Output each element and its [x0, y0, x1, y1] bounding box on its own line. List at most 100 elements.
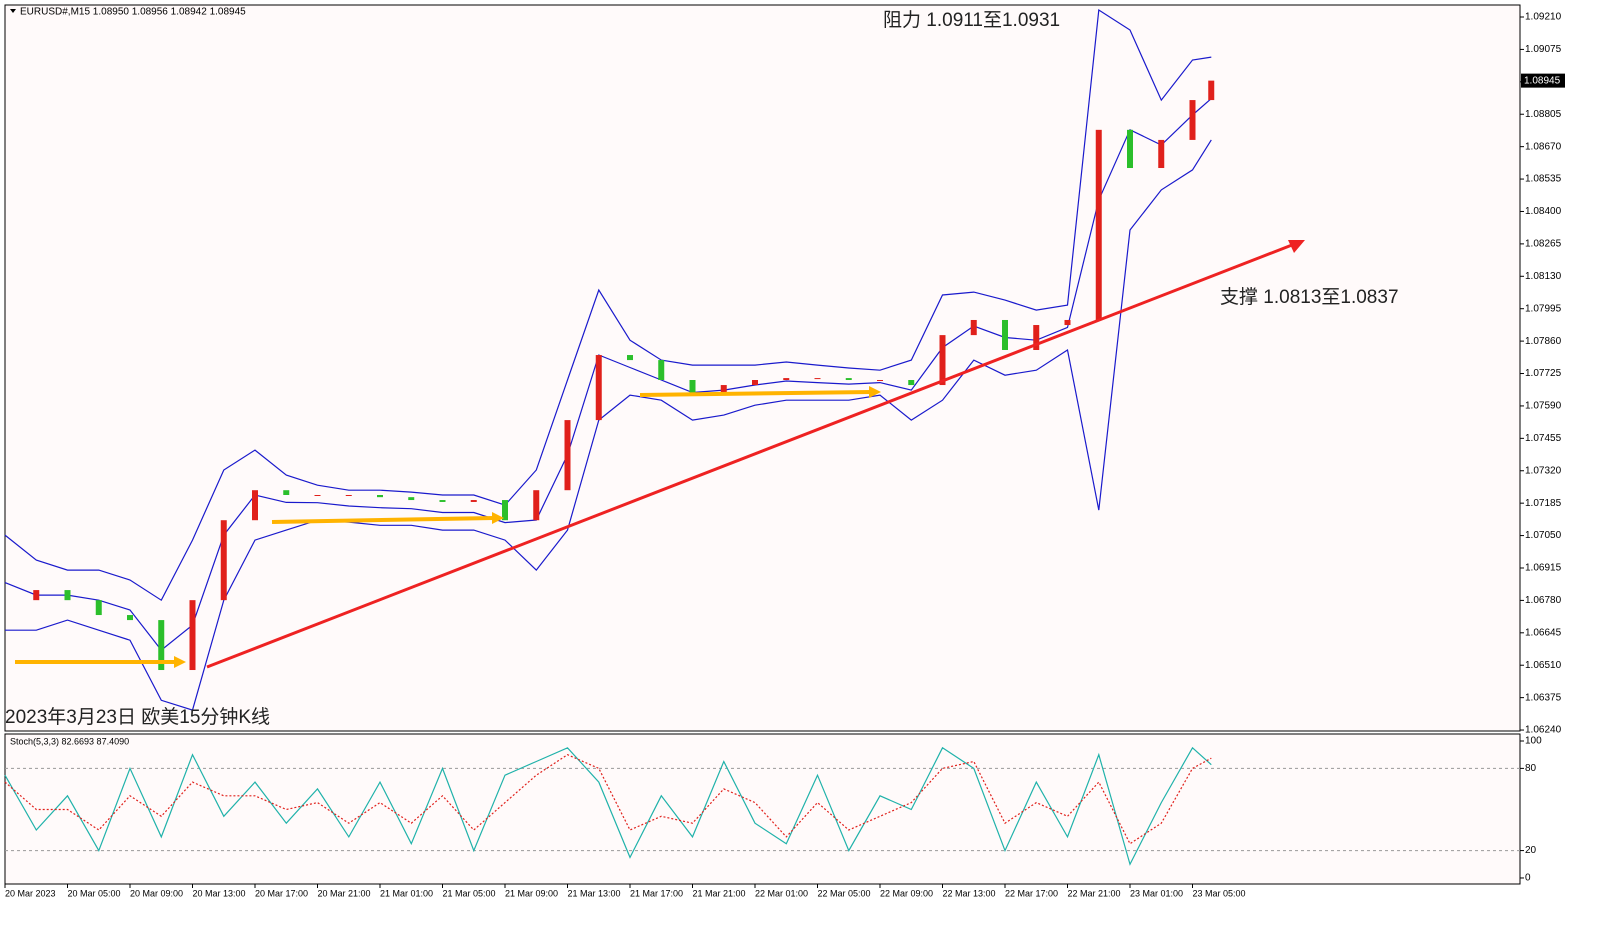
candle	[127, 615, 133, 621]
candle	[783, 378, 790, 381]
arrow	[271, 516, 495, 524]
candle	[283, 490, 290, 496]
arrowhead	[869, 386, 881, 398]
y-tick-label: 1.08265	[1525, 239, 1562, 250]
candle	[720, 385, 727, 396]
y-tick-label: 1.09210	[1525, 12, 1562, 23]
x-tick-label: 23 Mar 05:00	[1193, 888, 1246, 898]
candle	[95, 600, 102, 616]
candle	[1095, 129, 1102, 320]
x-tick-label: 21 Mar 13:00	[568, 888, 621, 898]
y-tick-label: 1.06645	[1525, 627, 1562, 638]
x-tick-label: 22 Mar 05:00	[818, 888, 871, 898]
y-tick-label: 1.07050	[1525, 530, 1562, 541]
candle	[314, 495, 321, 497]
candle	[220, 520, 227, 601]
resistance-note: 阻力 1.0911至1.0931	[883, 9, 1060, 31]
marks	[4, 8, 1520, 866]
x-tick-label: 22 Mar 21:00	[1068, 888, 1121, 898]
x-tick-label: 21 Mar 17:00	[630, 888, 683, 898]
bollinger-middle	[4, 98, 1212, 651]
candle	[408, 497, 415, 501]
y-tick-label: 1.07995	[1525, 303, 1562, 314]
arrowhead	[174, 656, 186, 668]
x-tick-label: 20 Mar 05:00	[68, 888, 121, 898]
candle	[845, 378, 852, 381]
orange-arrowheads	[174, 386, 881, 668]
x-tick-label: 23 Mar 01:00	[1130, 888, 1183, 898]
y-tick-label: 1.08400	[1525, 206, 1562, 217]
candle	[64, 590, 71, 601]
candle	[877, 380, 883, 382]
y-tick-label: 0	[1525, 873, 1531, 884]
y-tick-label: 1.08670	[1525, 141, 1562, 152]
candle	[189, 600, 196, 671]
current-price: 1.08945	[1524, 75, 1561, 86]
chart-caption: 2023年3月23日 欧美15分钟K线	[5, 706, 270, 728]
y-tick-label: 1.08805	[1525, 109, 1562, 120]
candle	[345, 495, 352, 497]
bollinger-lower	[5, 139, 1212, 711]
candle	[533, 490, 540, 521]
candle	[439, 500, 446, 502]
y-tick-label: 1.07860	[1525, 336, 1562, 347]
stoch-d	[4, 754, 1212, 845]
x-tick-label: 22 Mar 09:00	[880, 888, 933, 898]
x-tick-label: 21 Mar 01:00	[380, 888, 433, 898]
orange-arrows	[15, 390, 872, 664]
candle	[470, 500, 477, 502]
y-tick-label: 1.08535	[1525, 174, 1562, 185]
y-tick-label: 1.07725	[1525, 368, 1562, 379]
candle	[502, 500, 508, 521]
stoch-label: Stoch(5,3,3) 82.6693 87.4090	[10, 736, 129, 746]
candle	[689, 380, 696, 396]
candle	[658, 360, 665, 381]
y-tick-label: 20	[1525, 845, 1537, 856]
candle	[939, 335, 946, 386]
trend-line	[206, 243, 1293, 669]
y-tick-label: 1.07320	[1525, 465, 1562, 476]
stoch-k	[4, 746, 1212, 866]
candle	[1158, 139, 1165, 169]
candle	[377, 495, 383, 498]
x-tick-label: 20 Mar 2023	[5, 888, 56, 898]
y-tick-label: 1.06510	[1525, 660, 1562, 671]
y-tick-label: 100	[1525, 736, 1542, 747]
x-tick-label: 20 Mar 09:00	[130, 888, 183, 898]
bollinger-upper	[4, 8, 1212, 602]
candle	[1033, 325, 1040, 350]
candle	[1127, 129, 1133, 169]
candle	[564, 420, 571, 491]
candle	[814, 378, 821, 380]
menu-arrow	[10, 9, 16, 13]
y-tick-label: 1.06780	[1525, 595, 1562, 606]
price-tag-bg	[1521, 73, 1565, 88]
y-tick-label: 1.06375	[1525, 692, 1562, 703]
candle	[1208, 80, 1215, 101]
x-tick-label: 20 Mar 17:00	[255, 888, 308, 898]
x-tick-label: 22 Mar 13:00	[943, 888, 996, 898]
candle	[33, 590, 40, 601]
y-tick-label: 1.08130	[1525, 271, 1562, 282]
support-note: 支撑 1.0813至1.0837	[1220, 286, 1399, 308]
candle	[752, 380, 758, 386]
x-tick-label: 22 Mar 17:00	[1005, 888, 1058, 898]
candle	[1064, 319, 1071, 326]
y-tick-label: 1.09075	[1525, 44, 1562, 55]
x-tick-label: 20 Mar 13:00	[193, 888, 246, 898]
price-panel	[4, 4, 1521, 732]
y-tick-label: 1.06240	[1525, 725, 1562, 736]
candle	[158, 620, 165, 671]
x-tick-label: 21 Mar 21:00	[693, 888, 746, 898]
y-tick-label: 1.07590	[1525, 401, 1562, 412]
x-tick-label: 21 Mar 05:00	[443, 888, 496, 898]
arrowhead	[492, 512, 504, 524]
candle	[908, 380, 915, 386]
x-tick-label: 21 Mar 09:00	[505, 888, 558, 898]
y-tick-label: 1.06915	[1525, 563, 1562, 574]
x-tick-label: 20 Mar 21:00	[318, 888, 371, 898]
arrow	[639, 390, 872, 397]
stoch-panel	[4, 733, 1521, 885]
candle	[970, 319, 977, 336]
y-tick-label: 80	[1525, 763, 1537, 774]
